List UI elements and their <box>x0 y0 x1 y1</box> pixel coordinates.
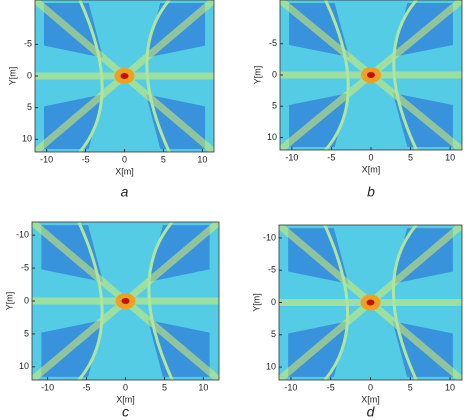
y-tick-label: 10 <box>19 361 29 371</box>
y-tick-label: -10 <box>263 232 276 242</box>
y-tick-label: -5 <box>268 265 276 275</box>
curve <box>78 0 171 152</box>
y-axis-label: Y[m] <box>7 67 17 86</box>
peak-core <box>367 72 375 78</box>
x-tick-label: 5 <box>408 382 413 392</box>
x-tick-label: -5 <box>82 154 90 164</box>
y-tick-label: 5 <box>272 101 277 111</box>
x-tick-label: -10 <box>285 152 298 162</box>
peak-core <box>121 298 130 304</box>
y-tick-label: 5 <box>24 328 29 338</box>
x-axis-label: X[m] <box>115 166 134 176</box>
x-tick-label: 0 <box>123 382 128 392</box>
x-tick-label: 0 <box>122 154 127 164</box>
heatmap <box>280 0 462 150</box>
y-tick-label: 0 <box>272 69 277 79</box>
y-axis-label: Y[m] <box>251 293 261 312</box>
curve <box>323 225 418 380</box>
x-tick-label: -5 <box>83 382 91 392</box>
heatmap <box>279 225 462 380</box>
x-tick-label: -5 <box>327 382 335 392</box>
x-tick-label: 5 <box>161 154 166 164</box>
panel-caption: a <box>121 184 129 200</box>
y-tick-label: 10 <box>266 361 276 371</box>
peak-core <box>120 73 129 79</box>
y-tick-label: 10 <box>22 134 32 144</box>
panel-caption: c <box>122 404 129 420</box>
x-tick-label: -10 <box>41 382 54 392</box>
x-tick-label: 10 <box>445 152 455 162</box>
x-tick-label: 10 <box>445 382 455 392</box>
peak-core <box>366 299 375 306</box>
x-tick-label: 5 <box>408 152 413 162</box>
x-axis-label: X[m] <box>116 394 135 404</box>
x-tick-label: -5 <box>327 152 335 162</box>
x-tick-label: 5 <box>162 382 167 392</box>
y-tick-label: -10 <box>16 230 29 240</box>
x-tick-label: 10 <box>198 382 208 392</box>
y-tick-label: 0 <box>24 295 29 305</box>
x-axis-label: X[m] <box>362 164 381 174</box>
y-tick-label: -5 <box>24 39 32 49</box>
x-tick-label: 0 <box>368 152 373 162</box>
curve <box>324 0 418 150</box>
heatmap <box>32 222 219 380</box>
x-tick-label: -10 <box>284 382 297 392</box>
y-tick-label: 5 <box>27 102 32 112</box>
panel-caption: b <box>367 184 375 200</box>
y-axis-label: Y[m] <box>252 66 262 85</box>
x-tick-label: 10 <box>197 154 207 164</box>
y-tick-label: -5 <box>21 262 29 272</box>
y-tick-label: -5 <box>269 38 277 48</box>
y-axis-label: Y[m] <box>4 292 14 311</box>
x-tick-label: -10 <box>40 154 53 164</box>
x-tick-label: 0 <box>368 382 373 392</box>
y-tick-label: 0 <box>27 70 32 80</box>
panel-caption: d <box>367 404 376 420</box>
y-tick-label: 0 <box>271 297 276 307</box>
y-tick-label: 10 <box>267 132 277 142</box>
heatmap <box>35 0 214 152</box>
curve <box>77 222 174 380</box>
x-axis-label: X[m] <box>361 394 380 404</box>
y-tick-label: 5 <box>271 329 276 339</box>
